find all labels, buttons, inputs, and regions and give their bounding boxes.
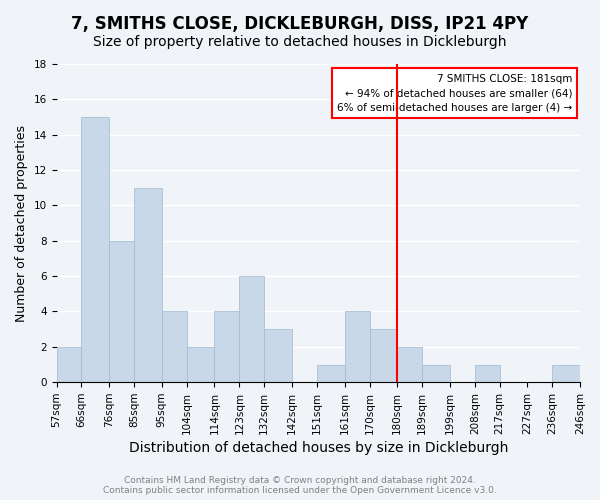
Bar (162, 312, 187, 382)
Bar (370, 329, 397, 382)
Text: 7 SMITHS CLOSE: 181sqm
← 94% of detached houses are smaller (64)
6% of semi-deta: 7 SMITHS CLOSE: 181sqm ← 94% of detached… (337, 74, 572, 113)
Bar (56, 347, 82, 382)
X-axis label: Distribution of detached houses by size in Dickleburgh: Distribution of detached houses by size … (128, 441, 508, 455)
Bar (422, 364, 450, 382)
Bar (187, 347, 214, 382)
Bar (214, 312, 239, 382)
Y-axis label: Number of detached properties: Number of detached properties (15, 124, 28, 322)
Text: Contains HM Land Registry data © Crown copyright and database right 2024.
Contai: Contains HM Land Registry data © Crown c… (103, 476, 497, 495)
Text: Size of property relative to detached houses in Dickleburgh: Size of property relative to detached ho… (93, 35, 507, 49)
Bar (134, 188, 162, 382)
Bar (264, 329, 292, 382)
Bar (109, 241, 134, 382)
Bar (344, 312, 370, 382)
Bar (82, 117, 109, 382)
Bar (239, 276, 264, 382)
Bar (317, 364, 344, 382)
Bar (475, 364, 500, 382)
Bar (397, 347, 422, 382)
Bar (553, 364, 580, 382)
Text: 7, SMITHS CLOSE, DICKLEBURGH, DISS, IP21 4PY: 7, SMITHS CLOSE, DICKLEBURGH, DISS, IP21… (71, 15, 529, 33)
